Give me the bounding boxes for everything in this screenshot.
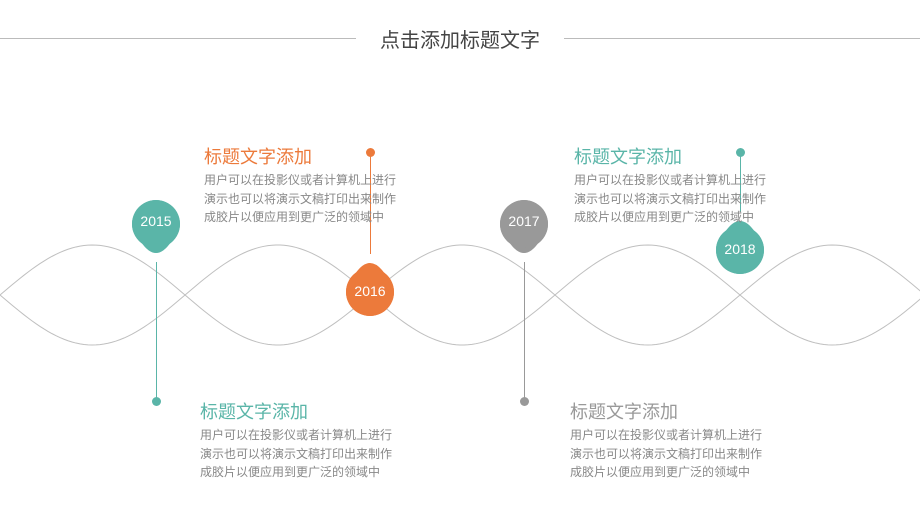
text-block-2015: 标题文字添加用户可以在投影仪或者计算机上进行演示也可以将演示文稿打印出来制作成胶… [200, 398, 420, 482]
block-body-line: 演示也可以将演示文稿打印出来制作 [570, 445, 790, 464]
block-body-line: 成胶片以便应用到更广泛的领域中 [200, 463, 420, 482]
block-body-line: 用户可以在投影仪或者计算机上进行 [204, 171, 424, 190]
year-pin-2015: 2015 [128, 196, 184, 266]
block-body-line: 成胶片以便应用到更广泛的领域中 [204, 208, 424, 227]
block-body-line: 演示也可以将演示文稿打印出来制作 [574, 190, 794, 209]
connector-line [524, 262, 525, 401]
year-label: 2018 [712, 241, 768, 257]
page-title: 点击添加标题文字 [356, 24, 564, 53]
connector-dot [152, 397, 161, 406]
text-block-2016: 标题文字添加用户可以在投影仪或者计算机上进行演示也可以将演示文稿打印出来制作成胶… [204, 143, 424, 227]
block-body-line: 用户可以在投影仪或者计算机上进行 [570, 426, 790, 445]
block-body-line: 用户可以在投影仪或者计算机上进行 [574, 171, 794, 190]
block-title: 标题文字添加 [570, 398, 790, 424]
year-label: 2015 [128, 213, 184, 229]
block-body-line: 演示也可以将演示文稿打印出来制作 [204, 190, 424, 209]
header-line-right [564, 38, 920, 39]
block-body-line: 用户可以在投影仪或者计算机上进行 [200, 426, 420, 445]
header-line-left [0, 38, 356, 39]
connector-dot [520, 397, 529, 406]
header: 点击添加标题文字 [0, 24, 920, 53]
block-title: 标题文字添加 [574, 143, 794, 169]
block-title: 标题文字添加 [200, 398, 420, 424]
block-body-line: 成胶片以便应用到更广泛的领域中 [574, 208, 794, 227]
year-label: 2017 [496, 213, 552, 229]
block-body-line: 成胶片以便应用到更广泛的领域中 [570, 463, 790, 482]
block-body-line: 演示也可以将演示文稿打印出来制作 [200, 445, 420, 464]
connector-line [156, 262, 157, 401]
text-block-2018: 标题文字添加用户可以在投影仪或者计算机上进行演示也可以将演示文稿打印出来制作成胶… [574, 143, 794, 227]
year-pin-2017: 2017 [496, 196, 552, 266]
year-pin-2016: 2016 [342, 250, 398, 320]
text-block-2017: 标题文字添加用户可以在投影仪或者计算机上进行演示也可以将演示文稿打印出来制作成胶… [570, 398, 790, 482]
block-title: 标题文字添加 [204, 143, 424, 169]
year-label: 2016 [342, 283, 398, 299]
